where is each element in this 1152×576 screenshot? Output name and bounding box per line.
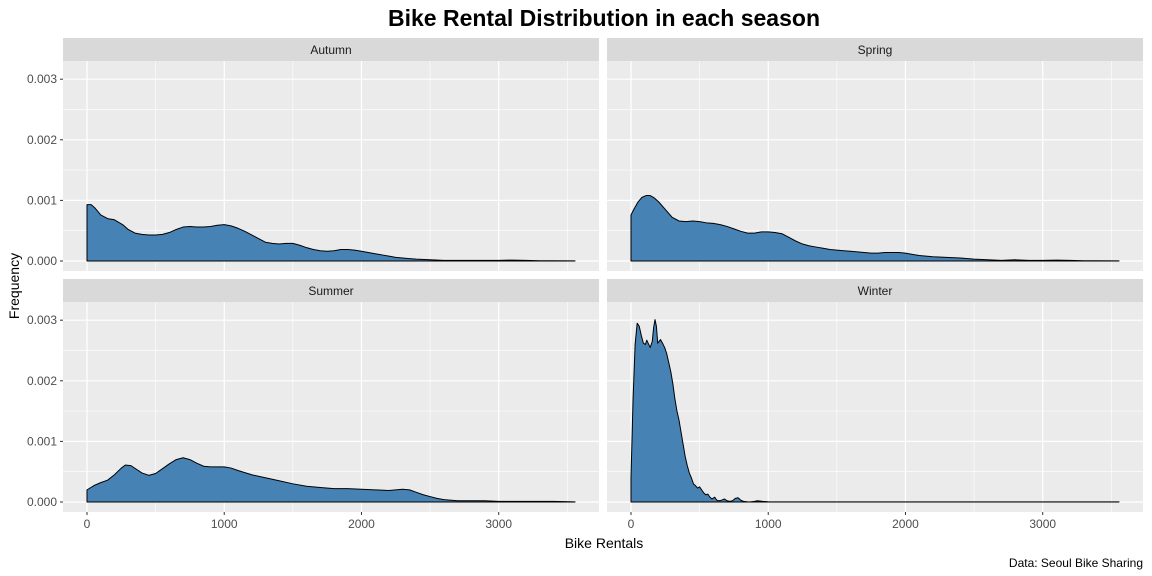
facet-strip-label: Winter	[858, 284, 893, 298]
y-tick-label: 0.000	[27, 495, 57, 509]
chart-caption: Data: Seoul Bike Sharing	[1009, 556, 1143, 570]
y-tick-label: 0.001	[27, 434, 57, 448]
x-axis-title: Bike Rentals	[565, 535, 644, 551]
facet-strip-label: Spring	[858, 43, 893, 57]
facet-strip-label: Summer	[308, 284, 353, 298]
y-tick-label: 0.003	[27, 313, 57, 327]
y-tick-label: 0.000	[27, 254, 57, 268]
facet-spring: Spring	[607, 38, 1143, 271]
facet-winter: Winter	[607, 279, 1143, 512]
x-tick-label: 0	[84, 517, 91, 531]
x-tick-label: 2000	[892, 517, 919, 531]
x-tick-label: 2000	[348, 517, 375, 531]
density-area-autumn	[86, 204, 576, 262]
density-area-spring	[630, 195, 1120, 262]
x-tick-label: 1000	[211, 517, 238, 531]
x-tick-label: 3000	[485, 517, 512, 531]
facet-autumn: Autumn	[63, 38, 599, 271]
y-tick-label: 0.002	[27, 374, 57, 388]
y-tick-label: 0.002	[27, 133, 57, 147]
facet-summer: Summer	[63, 279, 599, 512]
facet-strip-label: Autumn	[310, 43, 351, 57]
facet-strip	[607, 38, 1143, 61]
density-area-summer	[86, 457, 576, 503]
y-axis: 0.000 0.001 0.002 0.003 0.000 0.001 0.002 0.003	[27, 72, 63, 509]
facet-strip	[63, 38, 599, 61]
facet-strip	[63, 279, 599, 302]
y-tick-label: 0.001	[27, 193, 57, 207]
density-area-winter	[630, 319, 1120, 503]
x-tick-label: 3000	[1029, 517, 1056, 531]
facet-strip	[607, 279, 1143, 302]
x-tick-label: 1000	[755, 517, 782, 531]
x-axis: 0 1000 2000 3000 0 1000 2000 3000	[84, 512, 1056, 531]
x-tick-label: 0	[628, 517, 635, 531]
facet-panels: Autumn Spring Summer Winter	[63, 38, 1143, 512]
y-axis-title: Frequency	[6, 253, 22, 319]
chart-title: Bike Rental Distribution in each season	[388, 5, 820, 31]
panel-background	[607, 302, 1143, 512]
y-tick-label: 0.003	[27, 72, 57, 86]
